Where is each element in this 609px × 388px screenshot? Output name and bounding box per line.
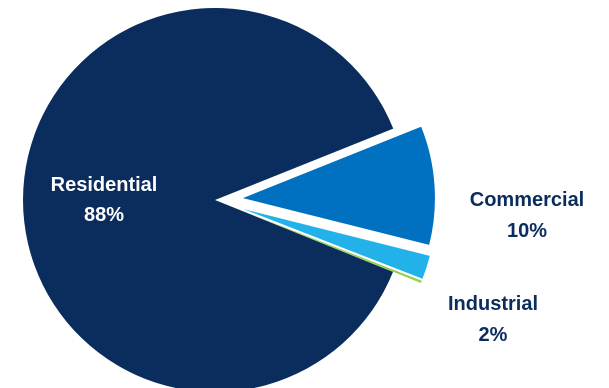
slice-industrial — [243, 209, 430, 279]
label-commercial-name: Commercial — [470, 189, 585, 211]
slice-commercial — [242, 126, 435, 245]
label-residential-pct: 88% — [84, 204, 124, 226]
slice-residential — [22, 8, 394, 388]
label-industrial-name: Industrial — [448, 293, 538, 315]
label-residential-name: Residential — [51, 174, 158, 196]
label-industrial-pct: 2% — [479, 324, 508, 346]
slices-group — [22, 8, 435, 388]
label-commercial-pct: 10% — [507, 220, 547, 242]
slice-other — [242, 211, 422, 283]
